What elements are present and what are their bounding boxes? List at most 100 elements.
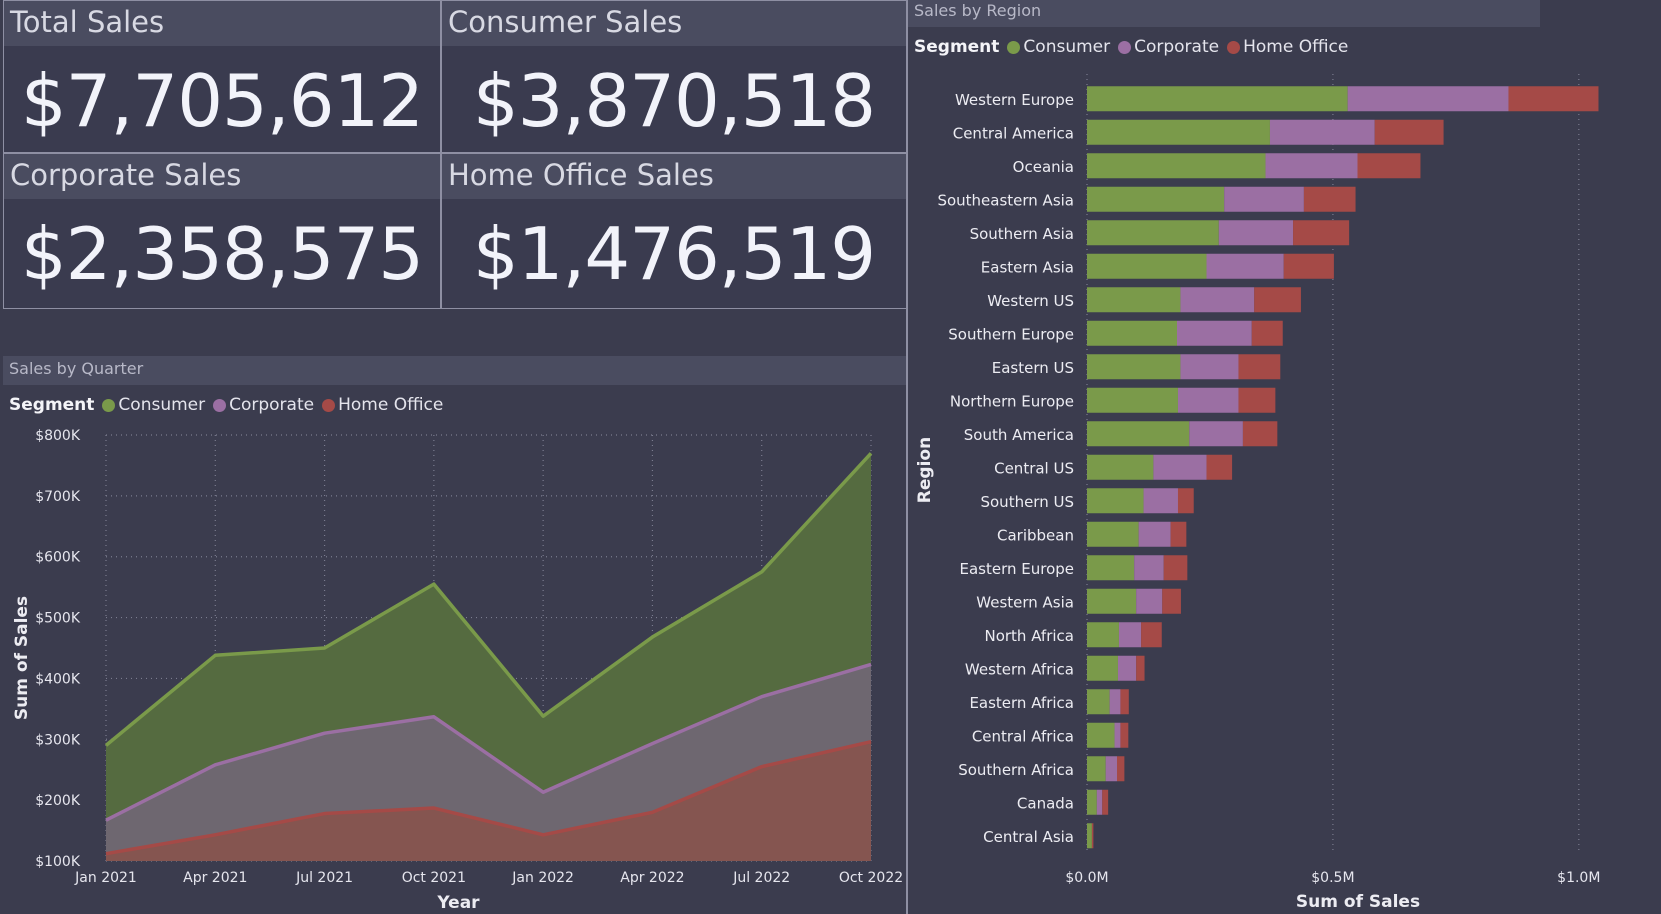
y-tick-label: $200K (35, 793, 81, 809)
y-tick-label: $400K (35, 671, 81, 687)
bar-segment-home-office (1242, 421, 1278, 447)
kpi-card-header (442, 154, 906, 199)
bar-segment-consumer (1087, 354, 1181, 380)
bar-segment-home-office (1120, 689, 1129, 715)
bar-segment-corporate (1218, 220, 1294, 246)
region-label: South America (964, 426, 1074, 444)
bar-segment-home-office (1238, 387, 1276, 413)
region-label: Southern Africa (958, 761, 1074, 779)
x-tick-label: Apr 2022 (620, 870, 684, 886)
bar-segment-consumer (1087, 86, 1348, 112)
legend-item-consumer[interactable]: Consumer (1007, 37, 1110, 57)
x-tick-label: Jan 2021 (74, 870, 137, 886)
bar-segment-corporate (1180, 354, 1239, 380)
legend-dot-icon (1118, 40, 1132, 54)
y-axis-title: Region (915, 437, 935, 503)
bar-segment-corporate (1189, 421, 1243, 447)
legend-item-corporate[interactable]: Corporate (1118, 37, 1219, 57)
bar-segment-consumer (1087, 186, 1225, 212)
bar-segment-consumer (1087, 555, 1135, 581)
bar-segment-consumer (1087, 789, 1097, 815)
bar-segment-corporate (1109, 689, 1121, 715)
region-label: Eastern Africa (969, 694, 1074, 712)
bar-segment-home-office (1102, 789, 1109, 815)
region-label: Western Africa (965, 660, 1074, 678)
legend-item-corporate[interactable]: Corporate (213, 395, 314, 415)
bar-segment-home-office (1162, 588, 1181, 614)
legend-label: Home Office (338, 395, 444, 415)
y-tick-label: $500K (35, 611, 81, 627)
bar-segment-consumer (1087, 756, 1106, 782)
quarter-legend: Segment Consumer Corporate Home Office (9, 395, 451, 415)
bar-segment-home-office (1374, 119, 1444, 145)
kpi-card-title: Consumer Sales (448, 5, 683, 39)
bar-segment-corporate (1096, 789, 1103, 815)
bar-segment-home-office (1508, 86, 1599, 112)
region-label: Central Africa (972, 727, 1074, 745)
region-label: Central US (994, 459, 1074, 477)
bar-segment-home-office (1091, 823, 1094, 849)
bar-segment-corporate (1206, 253, 1284, 279)
kpi-card-title: Home Office Sales (448, 158, 714, 192)
area-home-office (106, 741, 871, 861)
region-label: Oceania (1013, 158, 1074, 176)
region-legend: Segment Consumer Corporate Home Office (914, 37, 1356, 57)
x-tick-label: Jul 2021 (295, 870, 353, 886)
kpi-card-total-sales: Total Sales $7,705,612 (3, 0, 441, 153)
sales-by-region-chart[interactable]: $0.0M $0.5M $1.0M Western Europe Central Ame… (908, 60, 1661, 914)
x-tick-label: $1.0M (1557, 870, 1600, 886)
kpi-card-value: $3,870,518 (472, 59, 876, 143)
legend-dot-icon (213, 398, 227, 412)
x-axis-title: Year (436, 893, 480, 913)
x-tick-label: $0.5M (1311, 870, 1354, 886)
bar-segment-home-office (1170, 521, 1187, 547)
region-label: Western Europe (955, 91, 1074, 109)
bar-segment-consumer (1087, 488, 1144, 514)
y-tick-label: $100K (35, 854, 81, 870)
bar-segment-corporate (1138, 521, 1171, 547)
quarter-panel-title: Sales by Quarter (9, 359, 144, 378)
x-tick-label: Oct 2022 (839, 870, 903, 886)
series-line-consumer (104, 452, 873, 747)
y-tick-label: $700K (35, 489, 81, 505)
bar-segment-home-office (1206, 454, 1233, 480)
x-tick-label: Jan 2022 (511, 870, 574, 886)
bar-segment-corporate (1224, 186, 1304, 212)
region-label: Caribbean (997, 526, 1074, 544)
region-label: Central Asia (983, 828, 1074, 846)
region-label: Canada (1017, 794, 1074, 812)
kpi-card-title: Total Sales (10, 5, 165, 39)
legend-label: Corporate (229, 395, 315, 415)
kpi-card-header (442, 1, 906, 46)
bar-segment-home-office (1293, 220, 1350, 246)
kpi-card-value: $1,476,519 (472, 212, 876, 296)
quarter-panel-header: Sales by Quarter (3, 356, 906, 385)
y-axis-title: Sum of Sales (12, 596, 32, 720)
sales-by-quarter-chart[interactable]: $100K $200K $300K $400K $500K $600K $700K $800K… (0, 420, 906, 914)
legend-dot-icon (1007, 40, 1021, 54)
legend-item-home-office[interactable]: Home Office (322, 395, 443, 415)
bar-segment-consumer (1087, 253, 1207, 279)
bar-segment-consumer (1087, 153, 1266, 179)
bar-segment-home-office (1303, 186, 1356, 212)
bar-segment-home-office (1177, 488, 1194, 514)
legend-dot-icon (1227, 40, 1241, 54)
kpi-card-header (4, 154, 440, 199)
region-label: Southern Europe (948, 325, 1074, 343)
region-label: Southeastern Asia (937, 191, 1074, 209)
bar-segment-consumer (1087, 689, 1110, 715)
bar-segment-corporate (1105, 756, 1118, 782)
bar-segment-consumer (1087, 588, 1137, 614)
legend-item-home-office[interactable]: Home Office (1227, 37, 1348, 57)
bar-segment-consumer (1087, 421, 1190, 447)
bar-segment-consumer (1087, 320, 1178, 346)
series-line-corporate (105, 662, 872, 822)
bar-segment-corporate (1117, 655, 1137, 681)
region-panel-title: Sales by Region (914, 1, 1042, 20)
legend-item-consumer[interactable]: Consumer (102, 395, 205, 415)
legend-label: Consumer (118, 395, 206, 415)
bar-segment-corporate (1269, 119, 1375, 145)
region-label: Southern US (980, 493, 1074, 511)
bar-segment-corporate (1177, 320, 1252, 346)
bar-segment-corporate (1136, 588, 1163, 614)
